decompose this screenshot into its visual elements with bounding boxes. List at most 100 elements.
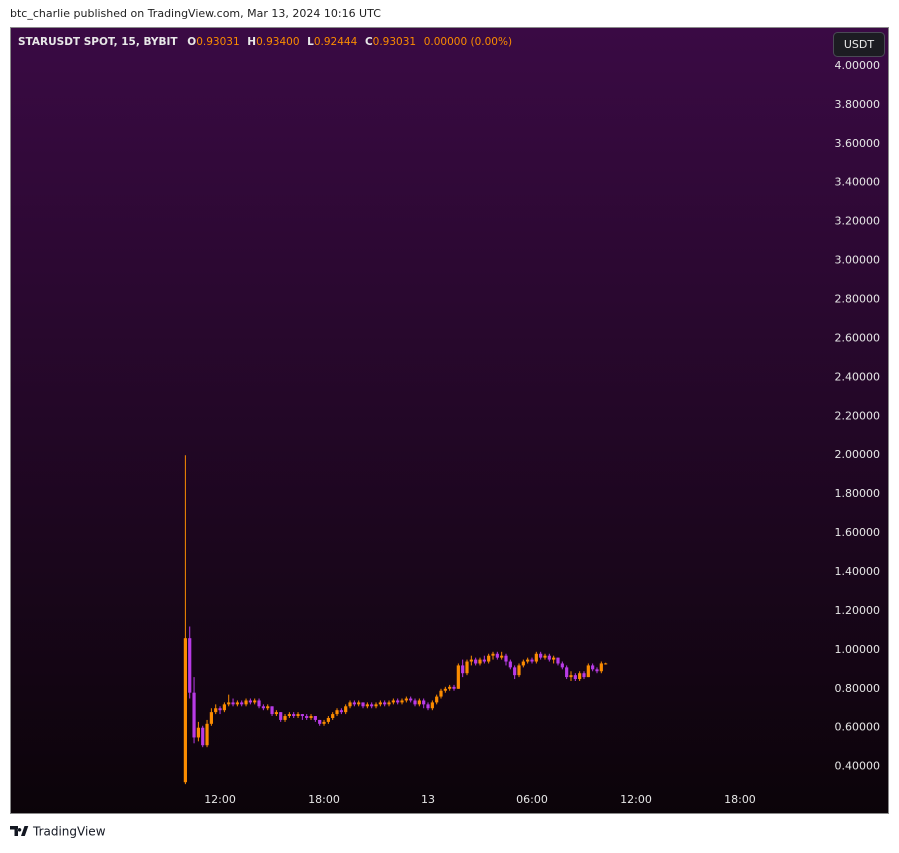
candle-body [461,665,465,674]
candle-body [465,661,469,674]
candle-body [318,719,322,724]
y-tick-label: 3.80000 [835,98,881,111]
candle-body [205,723,209,746]
x-tick-label: 12:00 [204,793,236,806]
legend-low-label: L [307,36,314,48]
y-tick-label: 4.00000 [835,59,881,72]
candle-body [192,692,196,738]
candle-body [508,661,512,668]
candle-body [443,688,447,691]
candle-body [357,702,361,705]
candle-body [296,714,300,717]
candle-body [387,702,391,705]
candle-body [361,702,365,707]
candle-body [547,655,551,660]
candle-body [495,653,499,658]
candle-body [244,700,248,705]
candle-body [266,706,270,709]
candle-body [196,727,200,738]
legend-symbol: STARUSDT SPOT, 15, BYBIT [18,36,178,48]
candle-body [500,655,504,658]
y-tick-label: 3.20000 [835,215,881,228]
candle-body [287,714,291,717]
candle-body [261,706,265,709]
y-tick-label: 2.40000 [835,370,881,383]
y-tick-label: 1.00000 [835,643,881,656]
x-tick-label: 12:00 [620,793,652,806]
candle-body [257,700,261,707]
candle-body [374,704,378,707]
candle-body [404,698,408,701]
candle-body [335,710,339,715]
legend-close-value: 0.93031 [373,36,416,48]
candle-body [552,657,556,660]
candle-body [565,667,569,678]
candle-body [417,700,421,705]
y-tick-label: 1.60000 [835,526,881,539]
candle-body [292,714,296,717]
candle-body [214,708,218,713]
candle-body [209,712,213,724]
candle-body [448,686,452,689]
candle-body [578,673,582,680]
candle-body [539,653,543,658]
candle-body [474,659,478,664]
y-tick-label: 3.60000 [835,137,881,150]
candle-body [556,657,560,664]
y-tick-label: 1.80000 [835,487,881,500]
candle-body [560,663,564,668]
y-tick-label: 1.40000 [835,565,881,578]
x-tick-label: 13 [421,793,435,806]
candle-body [435,696,439,703]
candle-body [305,716,309,718]
candle-body [235,702,239,705]
y-tick-label: 0.40000 [835,760,881,773]
candle-body [517,665,521,676]
candle-body [604,663,608,665]
candle-body [352,702,356,705]
y-tick-label: 0.80000 [835,682,881,695]
candle-body [201,727,205,746]
currency-button[interactable]: USDT [833,32,885,57]
candle-body [344,706,348,713]
candle-body [339,710,343,713]
candle-body [413,700,417,705]
candle-body [530,659,534,662]
legend-close-label: C [365,36,373,48]
candle-body [270,706,274,715]
candle-body [452,686,456,689]
legend-low-value: 0.92444 [314,36,358,48]
currency-button-label[interactable]: USDT [844,38,875,51]
candle-body [370,704,374,707]
candle-body [422,700,426,705]
candle-body [391,700,395,703]
candle-body [591,665,595,670]
candle-body [365,704,369,707]
currency-button-bg[interactable] [833,32,885,57]
candle-body [331,714,335,718]
candle-body [409,698,413,701]
y-tick-label: 2.00000 [835,448,881,461]
candle-body [348,702,352,707]
legend-change: 0.00000 (0.00%) [424,36,512,48]
legend-open-value: 0.93031 [196,36,239,48]
candle-body [482,659,486,662]
candle-body [396,700,400,703]
candle-body [309,716,313,718]
candle-body [430,702,434,709]
candle-body [383,702,387,705]
candle-body [283,716,287,720]
candle-body [218,708,222,711]
candle-body [478,659,482,664]
candle-body [582,673,586,678]
tradingview-logo [10,826,29,836]
candle-body [469,659,473,662]
y-tick-label: 0.60000 [835,721,881,734]
candle-body [569,675,573,678]
candle-body [513,667,517,676]
candle-body [322,721,326,724]
candle-body [240,702,244,705]
candle-body [526,659,530,662]
